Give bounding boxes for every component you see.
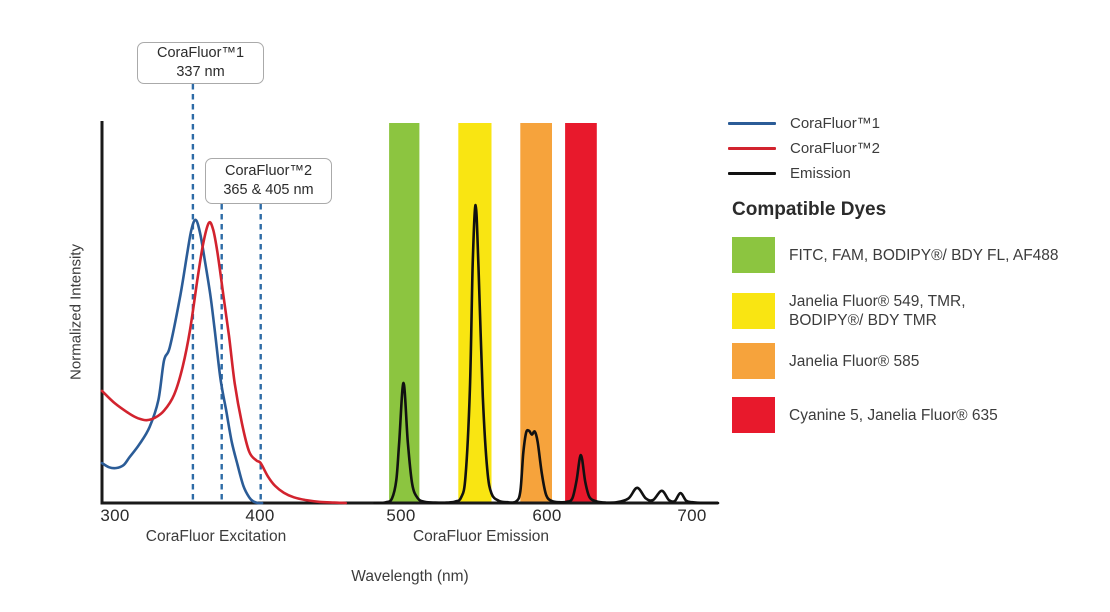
legend-line-blue-icon bbox=[728, 122, 776, 125]
dye-row-green: FITC, FAM, BODIPY®/ BDY FL, AF488 bbox=[732, 237, 1059, 273]
annotation-corafluor1-box: CoraFluor™1 337 nm bbox=[137, 42, 264, 84]
corafluor1-excitation-curve bbox=[100, 218, 264, 505]
x-tick-300: 300 bbox=[100, 506, 130, 525]
dye-row-orange: Janelia Fluor® 585 bbox=[732, 343, 919, 379]
dye-row-red: Cyanine 5, Janelia Fluor® 635 bbox=[732, 397, 998, 433]
legend-label-corafluor2: CoraFluor™2 bbox=[790, 140, 881, 157]
orange-swatch bbox=[732, 343, 775, 379]
filter-red-band bbox=[565, 123, 597, 503]
corafluor2-excitation-curve bbox=[100, 220, 348, 505]
legend-item-emission: Emission bbox=[728, 161, 880, 186]
legend-label-corafluor1: CoraFluor™1 bbox=[790, 115, 881, 132]
dye-label-red-line1: Cyanine 5, Janelia Fluor® 635 bbox=[789, 406, 998, 424]
dye-label-orange-line1: Janelia Fluor® 585 bbox=[789, 352, 920, 370]
emission-curve bbox=[373, 203, 720, 505]
dye-label-orange: Janelia Fluor® 585 bbox=[789, 352, 919, 371]
legend-line-red-icon bbox=[728, 147, 776, 150]
legend-label-emission: Emission bbox=[790, 165, 851, 182]
x-tick-600: 600 bbox=[532, 506, 562, 525]
x-tick-400: 400 bbox=[245, 506, 275, 525]
yellow-swatch bbox=[732, 293, 775, 329]
dye-label-green-line1: FITC, FAM, BODIPY®/ BDY FL, AF488 bbox=[789, 246, 1059, 264]
annotation-corafluor2-box: CoraFluor™2 365 & 405 nm bbox=[205, 158, 332, 204]
x-section-label-excitation: CoraFluor Excitation bbox=[145, 528, 287, 545]
x-section-label-emission: CoraFluor Emission bbox=[412, 528, 550, 545]
legend-item-corafluor1: CoraFluor™1 bbox=[728, 111, 880, 136]
legend-line-black-icon bbox=[728, 172, 776, 175]
annotation-corafluor1-title: CoraFluor™1 bbox=[156, 45, 245, 61]
green-swatch bbox=[732, 237, 775, 273]
dye-label-yellow-line2: BODIPY®/ BDY TMR bbox=[789, 312, 937, 329]
compatible-dyes-heading: Compatible Dyes bbox=[732, 199, 887, 220]
legend-item-corafluor2: CoraFluor™2 bbox=[728, 136, 880, 161]
annotation-corafluor1-value: 337 nm bbox=[176, 64, 225, 80]
annotation-corafluor2-value: 365 & 405 nm bbox=[223, 182, 314, 198]
x-tick-500: 500 bbox=[386, 506, 416, 525]
dye-row-yellow: Janelia Fluor® 549, TMR, BODIPY®/ BDY TM… bbox=[732, 292, 966, 330]
dye-label-yellow: Janelia Fluor® 549, TMR, BODIPY®/ BDY TM… bbox=[789, 292, 966, 330]
annotation-corafluor2-title: CoraFluor™2 bbox=[224, 163, 313, 179]
x-tick-700: 700 bbox=[677, 506, 707, 525]
x-axis-label: Wavelength (nm) bbox=[351, 568, 469, 585]
legend: CoraFluor™1 CoraFluor™2 Emission bbox=[728, 111, 880, 186]
dye-label-yellow-line1: Janelia Fluor® 549, TMR, bbox=[789, 293, 966, 310]
red-swatch bbox=[732, 397, 775, 433]
filter-green-band bbox=[389, 123, 420, 503]
dye-label-red: Cyanine 5, Janelia Fluor® 635 bbox=[789, 406, 998, 425]
y-axis-label: Normalized Intensity bbox=[67, 244, 85, 380]
dye-label-green: FITC, FAM, BODIPY®/ BDY FL, AF488 bbox=[789, 246, 1059, 265]
